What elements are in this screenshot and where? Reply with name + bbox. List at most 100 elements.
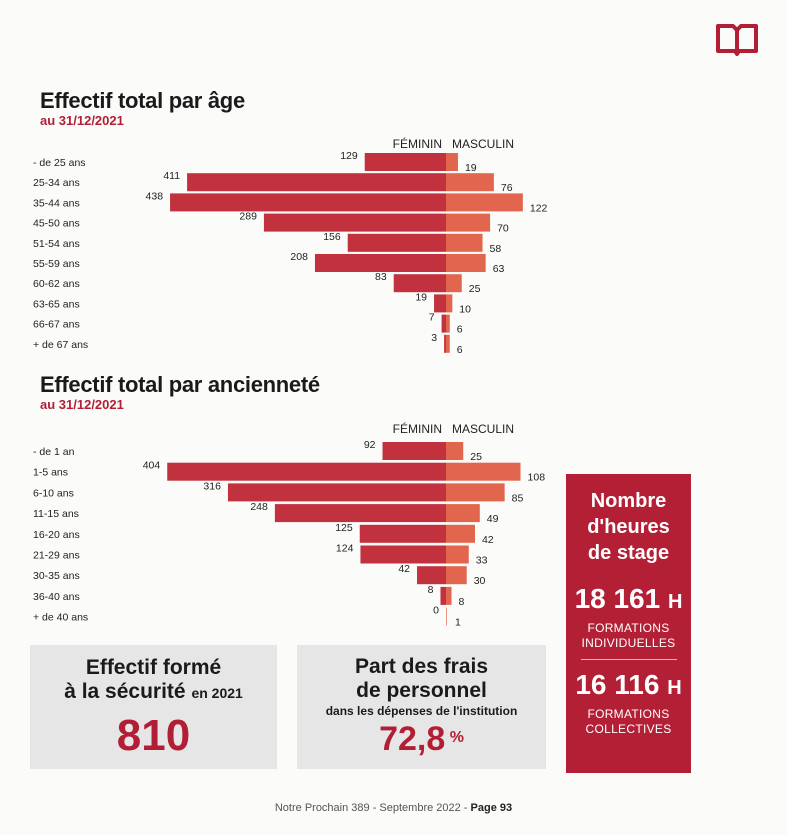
security-training-box: Effectif formé à la sécurité en 2021 810 [30, 645, 277, 769]
page-footer: Notre Prochain 389 - Septembre 2022 - Pa… [0, 802, 787, 814]
value-label-feminin: 124 [336, 543, 354, 555]
bar-feminin [347, 233, 446, 252]
value-label-masculin: 25 [469, 283, 481, 295]
costs-value: 72,8 [379, 720, 446, 758]
stage-heading-line2: d'heures [587, 516, 670, 538]
bar-masculin [446, 314, 450, 333]
bar-masculin [446, 483, 505, 502]
bar-masculin [446, 233, 483, 252]
bar-masculin [446, 545, 469, 564]
category-label: 21-29 ans [33, 550, 80, 562]
personnel-costs-box: Part des frais de personnel dans les dép… [297, 645, 546, 769]
bar-feminin [417, 566, 446, 585]
seniority-chart-title: Effectif total par ancienneté [40, 372, 320, 397]
value-label-masculin: 6 [457, 344, 463, 356]
value-label-masculin: 33 [476, 555, 488, 567]
value-label-feminin: 156 [323, 231, 341, 243]
category-label: + de 40 ans [33, 612, 88, 624]
costs-label-line3: dans les dépenses de l'institution [325, 704, 518, 718]
category-label: 11-15 ans [33, 508, 79, 520]
bar-masculin [446, 586, 452, 605]
legend-feminin: FÉMININ [393, 136, 442, 151]
value-label-feminin: 289 [239, 211, 257, 223]
category-label: 60-62 ans [33, 278, 80, 290]
bar-feminin [170, 193, 446, 212]
individual-label-line1: FORMATIONS [587, 621, 670, 635]
bar-masculin [446, 153, 458, 171]
collective-label-line1: FORMATIONS [587, 707, 670, 721]
age-chart-title: Effectif total par âge [40, 88, 245, 113]
value-label-feminin: 42 [398, 563, 410, 575]
bar-feminin [263, 213, 446, 232]
category-label: 63-65 ans [33, 298, 80, 310]
individual-hours-unit: H [667, 591, 683, 613]
bar-feminin [360, 545, 446, 564]
seniority-chart-subtitle: au 31/12/2021 [40, 397, 124, 412]
security-label-line1: Effectif formé [85, 656, 222, 679]
value-label-masculin: 85 [512, 492, 524, 504]
bar-feminin [167, 462, 447, 481]
category-label: 16-20 ans [33, 529, 80, 541]
value-label-feminin: 316 [203, 480, 221, 492]
individual-label-line2: INDIVIDUELLES [581, 636, 676, 650]
value-label-feminin: 404 [143, 460, 161, 472]
value-label-masculin: 70 [497, 223, 509, 235]
security-value: 810 [116, 711, 191, 760]
category-label: + de 67 ans [33, 339, 88, 351]
category-label: 35-44 ans [33, 197, 80, 209]
category-label: 55-59 ans [33, 258, 80, 270]
value-label-feminin: 7 [429, 312, 435, 324]
value-label-masculin: 58 [490, 243, 502, 255]
value-label-feminin: 83 [375, 271, 387, 283]
stage-heading-line3: de stage [587, 542, 670, 564]
value-label-feminin: 125 [335, 522, 353, 534]
value-label-feminin: 3 [431, 332, 437, 344]
bar-masculin [446, 504, 480, 523]
legend-masculin: MASCULIN [452, 422, 514, 436]
bar-feminin [314, 254, 446, 272]
collective-hours-value: 16 116 [575, 669, 660, 700]
value-label-masculin: 49 [487, 513, 499, 525]
bar-feminin [187, 173, 446, 192]
security-label-line2-text: à la sécurité [64, 680, 186, 703]
bar-feminin [227, 483, 446, 502]
bar-feminin [444, 334, 446, 353]
bar-masculin [446, 566, 467, 585]
value-label-feminin: 438 [146, 190, 164, 202]
value-label-feminin: 411 [163, 170, 180, 182]
book-icon [716, 24, 758, 56]
category-label: 45-50 ans [33, 218, 80, 230]
category-label: 51-54 ans [33, 238, 80, 250]
value-label-masculin: 6 [457, 324, 463, 336]
bar-masculin [446, 462, 521, 481]
footer-page: Page 93 [470, 802, 513, 814]
age-chart-subtitle: au 31/12/2021 [40, 113, 124, 128]
value-label-feminin: 19 [415, 291, 427, 303]
category-label: 1-5 ans [33, 467, 68, 479]
collective-hours-unit: H [667, 677, 682, 699]
bar-feminin [441, 314, 446, 333]
bar-feminin [359, 524, 446, 543]
category-label: 36-40 ans [33, 591, 80, 603]
category-label: 66-67 ans [33, 319, 80, 331]
stage-heading-line1: Nombre [590, 490, 667, 512]
individual-hours-value: 18 161 [574, 583, 661, 614]
collective-hours: 16 116 H [566, 670, 691, 703]
value-label-feminin: 8 [428, 584, 434, 596]
bar-masculin [446, 213, 491, 232]
value-label-masculin: 42 [482, 534, 494, 546]
bar-masculin [446, 173, 494, 192]
bar-masculin [446, 193, 523, 212]
value-label-masculin: 76 [501, 182, 513, 194]
value-label-feminin: 248 [250, 501, 268, 513]
value-label-masculin: 25 [470, 451, 482, 463]
value-label-feminin: 0 [433, 605, 439, 617]
bar-masculin [446, 294, 453, 313]
collective-label-line2: COLLECTIVES [585, 722, 672, 736]
value-label-feminin: 92 [364, 439, 376, 451]
value-label-masculin: 1 [455, 617, 461, 629]
bar-feminin [393, 274, 446, 293]
security-year: en 2021 [191, 685, 243, 701]
value-label-masculin: 122 [530, 202, 548, 214]
